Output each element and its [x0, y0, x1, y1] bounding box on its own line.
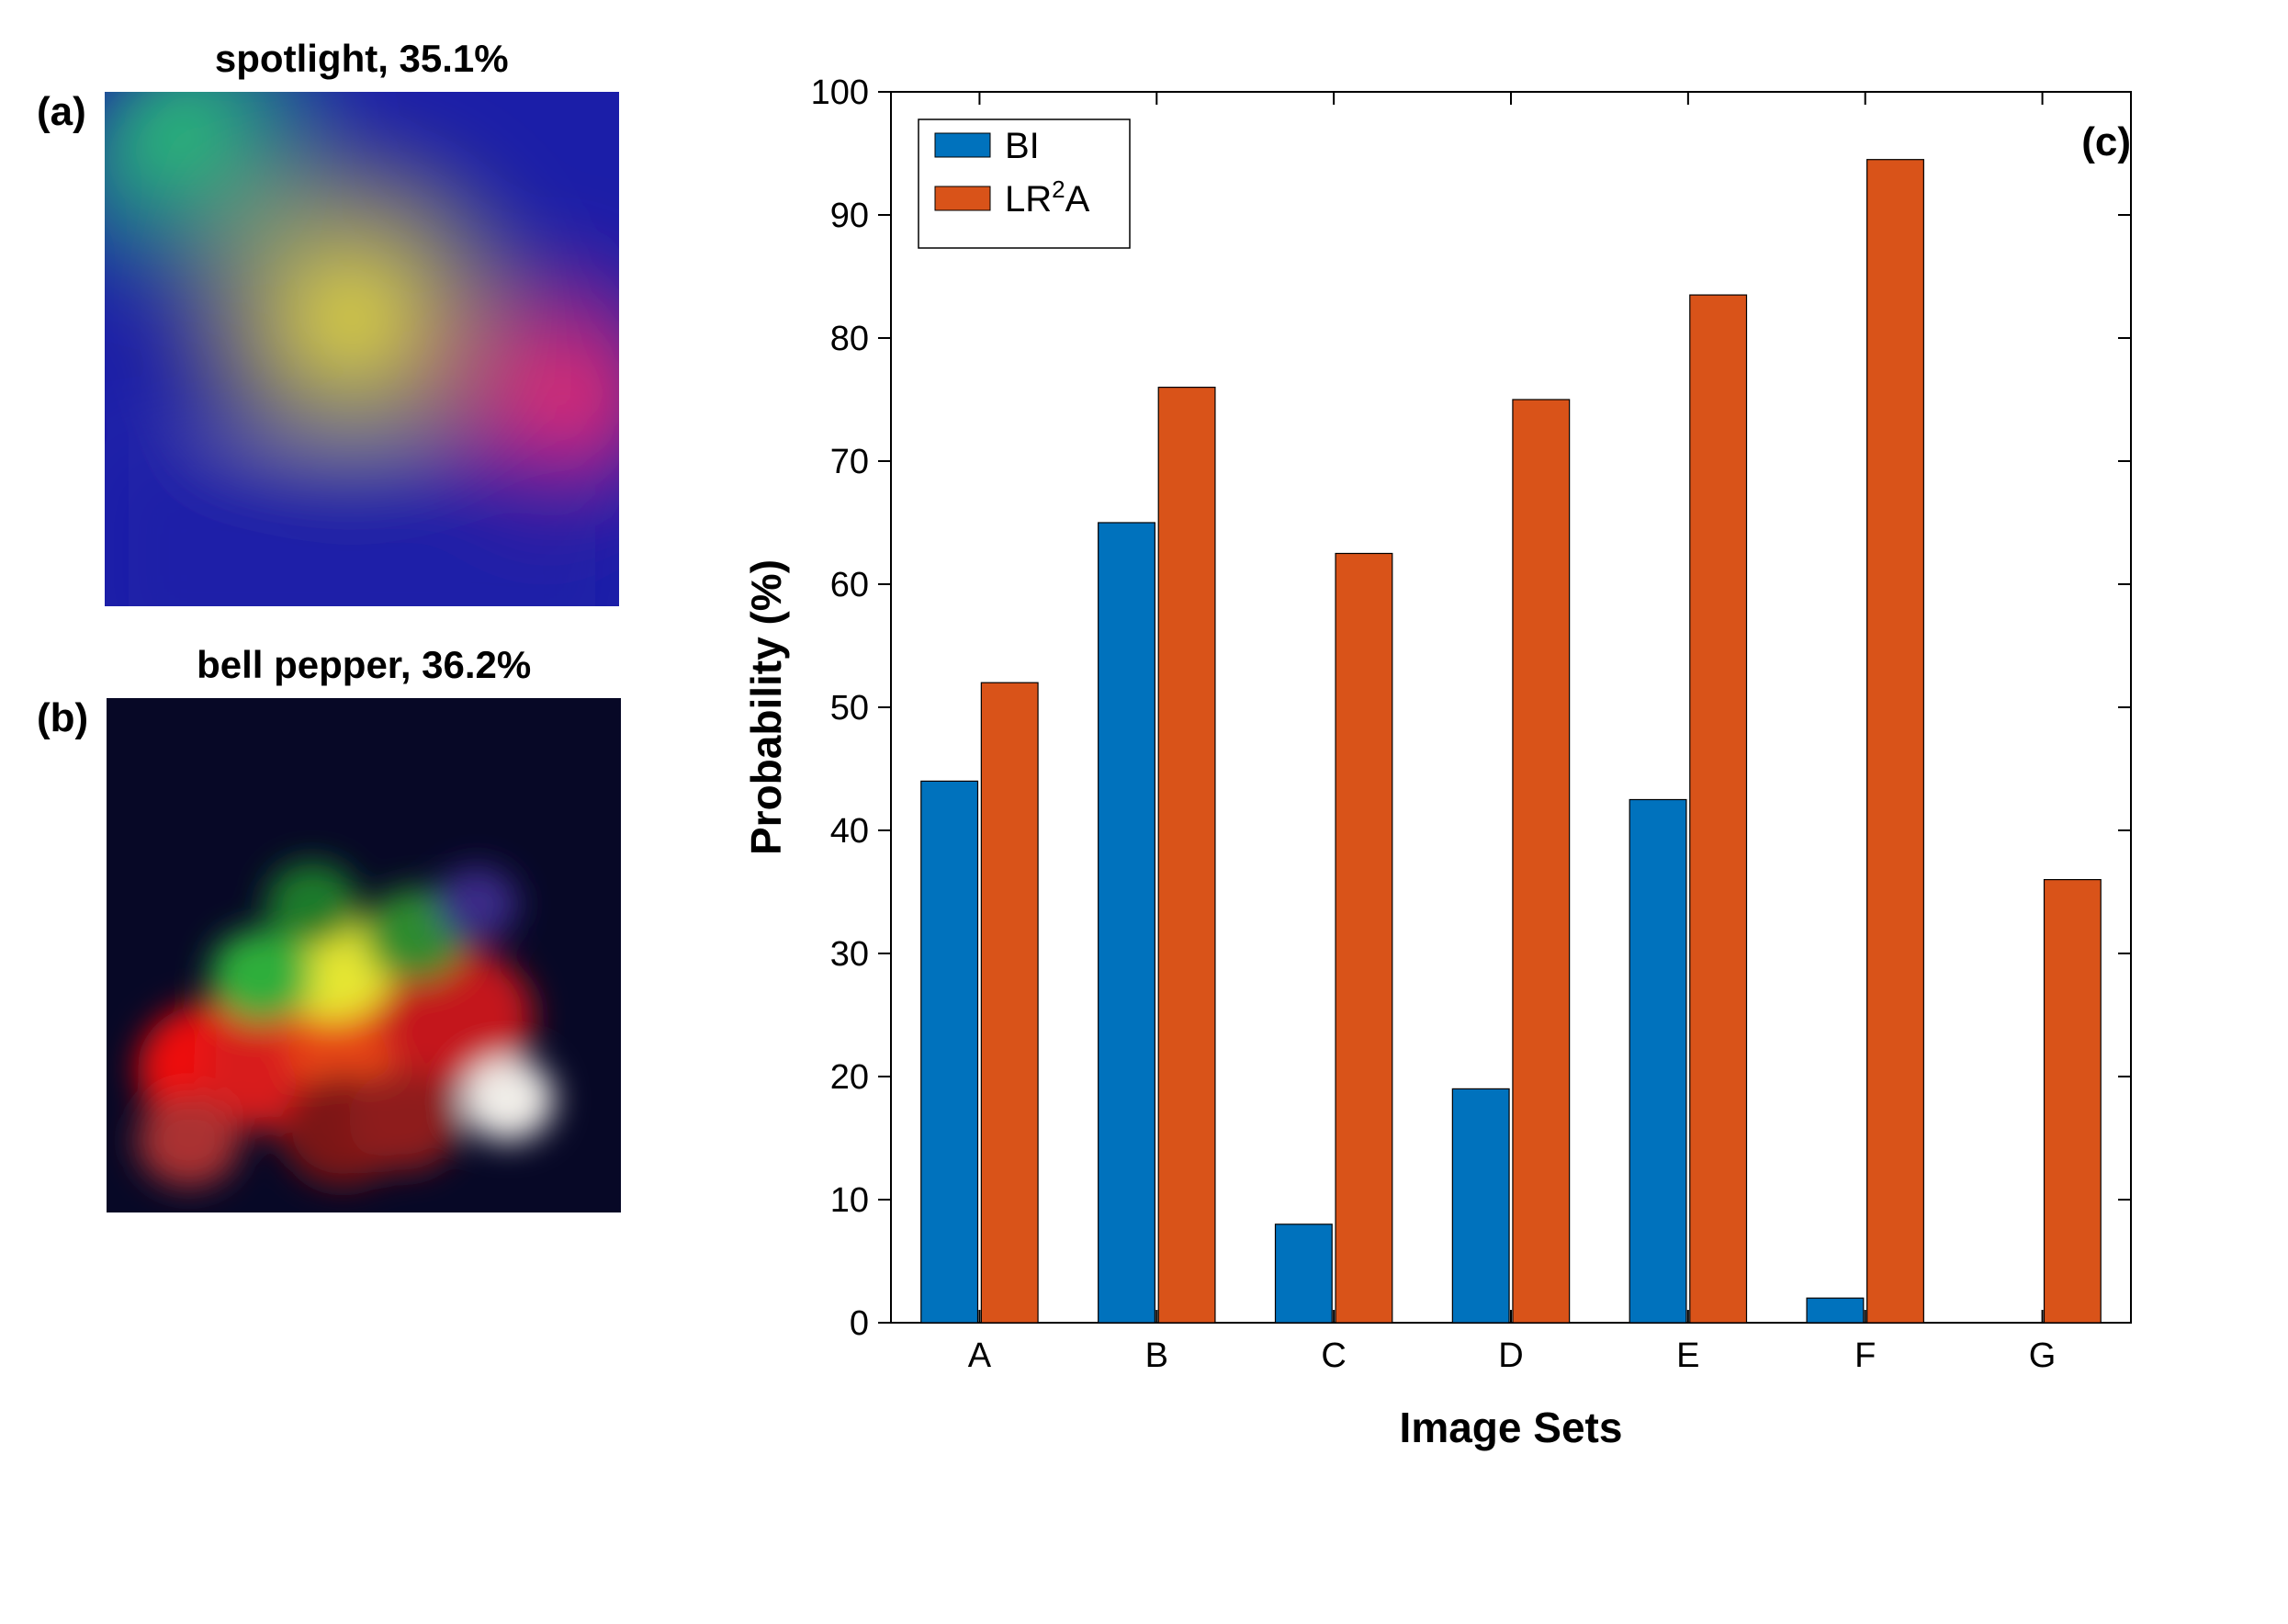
svg-text:Probability (%): Probability (%): [742, 559, 790, 855]
svg-text:C: C: [1321, 1336, 1346, 1375]
svg-text:A: A: [968, 1336, 992, 1375]
bar: [1099, 523, 1155, 1323]
bar: [1158, 388, 1215, 1323]
svg-text:30: 30: [830, 935, 869, 974]
panel-c: (c) 0 10 20 30 40 50 60 70 80 90 100 A B C D E F G Probabi…: [716, 37, 2186, 1506]
panel-a-image: [105, 92, 619, 606]
svg-text:40: 40: [830, 812, 869, 851]
panel-b-title: bell pepper, 36.2%: [197, 643, 531, 687]
bar: [1452, 1088, 1509, 1323]
bar: [1629, 800, 1686, 1324]
svg-text:70: 70: [830, 443, 869, 481]
svg-text:0: 0: [850, 1304, 869, 1343]
svg-text:G: G: [2029, 1336, 2057, 1375]
panel-c-label: (c): [2081, 119, 2131, 165]
panel-a-block: spotlight, 35.1%: [105, 37, 619, 606]
bar: [1690, 295, 1747, 1323]
bar: [2045, 880, 2102, 1323]
bar: [981, 682, 1038, 1323]
left-column: (a) spotlight, 35.1% (b) bell pepper, 36…: [37, 37, 680, 1212]
figure-container: (a) spotlight, 35.1% (b) bell pepper, 36…: [37, 37, 2251, 1506]
panel-b: (b) bell pepper, 36.2%: [37, 643, 680, 1212]
bar: [1867, 160, 1924, 1323]
panel-a: (a) spotlight, 35.1%: [37, 37, 680, 606]
panel-a-label: (a): [37, 92, 86, 132]
panel-b-label: (b): [37, 698, 88, 739]
legend-label: BI: [1005, 126, 1040, 166]
legend-label: LR2A: [1005, 175, 1090, 220]
bar: [1336, 554, 1392, 1324]
bar-chart: 0 10 20 30 40 50 60 70 80 90 100 A B C D E F G Probability…: [716, 37, 2186, 1506]
bar: [1807, 1298, 1864, 1323]
svg-text:F: F: [1854, 1336, 1876, 1375]
svg-text:10: 10: [830, 1181, 869, 1220]
svg-text:60: 60: [830, 566, 869, 604]
svg-text:Image Sets: Image Sets: [1400, 1404, 1623, 1451]
svg-text:80: 80: [830, 320, 869, 358]
panel-b-block: bell pepper, 36.2%: [107, 643, 621, 1212]
bar: [1276, 1224, 1333, 1323]
svg-text:B: B: [1145, 1336, 1168, 1375]
panel-b-image: [107, 698, 621, 1212]
svg-text:100: 100: [811, 73, 869, 112]
svg-text:50: 50: [830, 689, 869, 727]
svg-text:E: E: [1676, 1336, 1699, 1375]
svg-text:90: 90: [830, 197, 869, 235]
bar: [1513, 400, 1570, 1323]
bar: [921, 781, 978, 1323]
svg-text:20: 20: [830, 1058, 869, 1097]
svg-text:D: D: [1498, 1336, 1523, 1375]
panel-a-title: spotlight, 35.1%: [215, 37, 509, 81]
